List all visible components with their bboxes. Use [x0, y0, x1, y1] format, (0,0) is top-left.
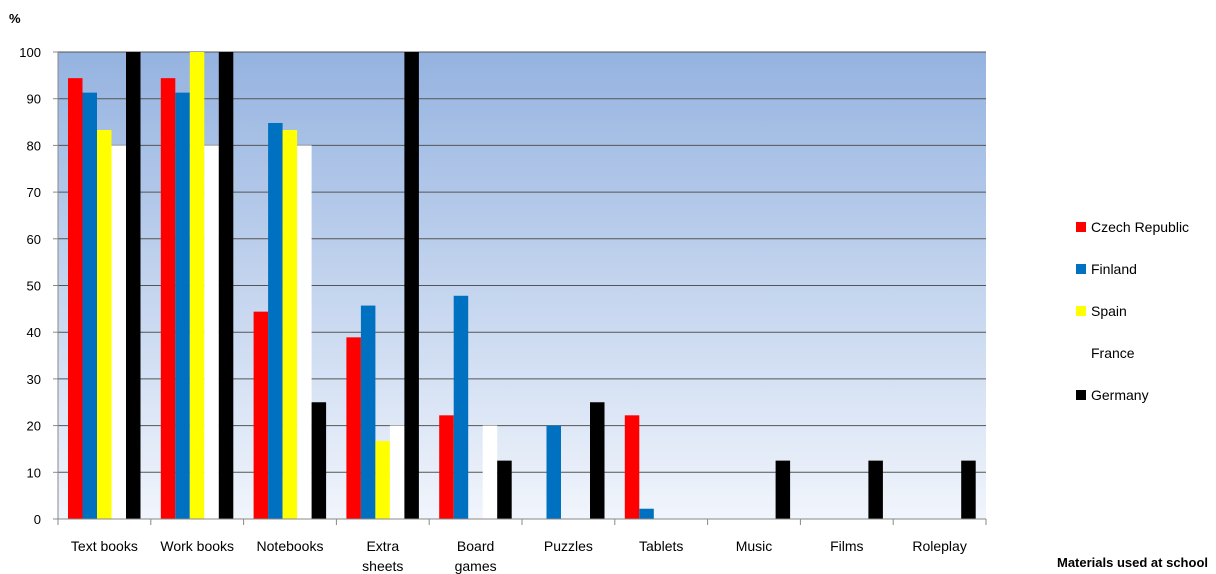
bar — [639, 508, 654, 519]
bar — [375, 441, 390, 519]
bar — [218, 52, 234, 519]
legend-label: Germany — [1091, 387, 1149, 403]
x-tick-label: Roleplay — [912, 538, 966, 554]
bars — [68, 52, 976, 519]
bar — [97, 129, 112, 519]
y-tick-label: 0 — [34, 512, 41, 527]
bar — [389, 425, 405, 519]
bar — [111, 145, 126, 519]
bar — [360, 305, 376, 519]
y-tick-label: 20 — [27, 419, 41, 434]
bar — [297, 145, 312, 519]
bar — [404, 52, 419, 519]
axes: 0 10 20 30 40 50 60 70 80 90 100 Text books Work boo… — [19, 45, 987, 574]
x-tick-label: Work books — [160, 538, 234, 554]
bar — [624, 415, 640, 519]
bar — [497, 460, 512, 519]
legend-label: Czech Republic — [1091, 219, 1189, 235]
bar — [82, 92, 97, 519]
bar — [482, 425, 498, 519]
y-tick-label: 100 — [19, 45, 41, 60]
y-tick-label: 50 — [27, 279, 41, 294]
y-tick-label: 30 — [27, 372, 41, 387]
bar — [126, 52, 141, 519]
x-tick-label: Puzzles — [544, 538, 593, 554]
bar — [961, 460, 976, 519]
y-tick-label: 10 — [27, 465, 41, 480]
legend-label: Spain — [1091, 303, 1127, 319]
legend-swatch — [1076, 390, 1086, 400]
bar — [439, 415, 454, 519]
bar — [160, 78, 176, 519]
bar — [453, 295, 469, 519]
bar — [346, 337, 361, 519]
y-axis-title: % — [9, 11, 21, 26]
bar — [546, 425, 561, 519]
legend-swatch — [1076, 306, 1086, 316]
legend: Czech Republic Finland Spain France Germany — [1076, 219, 1189, 403]
legend-swatch — [1076, 264, 1086, 274]
bar — [590, 402, 605, 519]
x-axis-title: Materials used at school — [1057, 555, 1208, 570]
x-tick-label: Notebooks — [257, 538, 324, 554]
y-tick-label: 90 — [27, 92, 41, 107]
legend-swatch — [1076, 348, 1086, 358]
bar — [175, 92, 190, 519]
bar — [868, 460, 883, 519]
x-tick-label: Tablets — [639, 538, 683, 554]
legend-label: Finland — [1091, 261, 1137, 277]
x-tick-label: Extra sheets — [362, 538, 403, 574]
bar — [253, 311, 269, 519]
bar — [311, 402, 327, 519]
x-tick-label: Board games — [455, 538, 497, 574]
legend-label: France — [1091, 345, 1135, 361]
x-tick-label: Films — [830, 538, 863, 554]
x-tick-label: Text books — [71, 538, 138, 554]
y-tick-label: 60 — [27, 232, 41, 247]
bar — [282, 129, 298, 519]
y-tick-label: 70 — [27, 185, 41, 200]
bar — [268, 122, 283, 519]
y-tick-label: 40 — [27, 325, 41, 340]
x-tick-label: Music — [736, 538, 773, 554]
legend-swatch — [1076, 222, 1086, 232]
bar — [68, 78, 83, 519]
bar — [204, 145, 219, 519]
bar — [189, 52, 205, 519]
y-tick-label: 80 — [27, 138, 41, 153]
bar — [775, 460, 791, 519]
